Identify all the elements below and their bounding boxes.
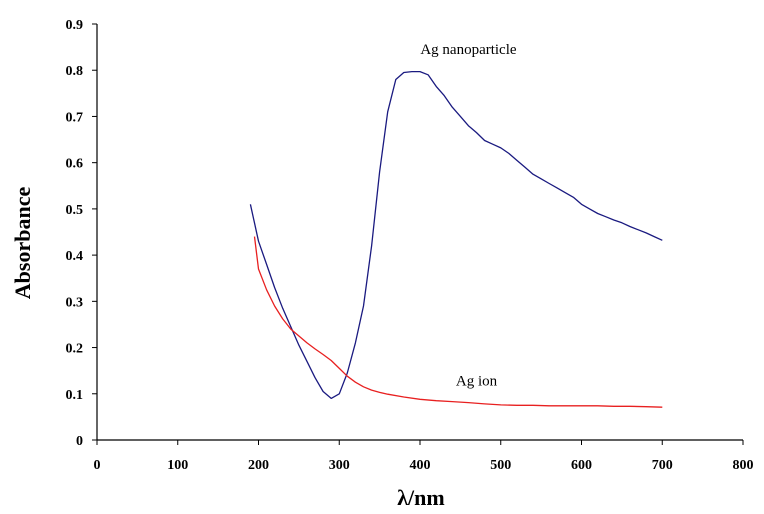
x-tick-label: 400 (410, 458, 431, 473)
x-tick-label: 500 (490, 458, 511, 473)
x-tick-label: 0 (94, 458, 101, 473)
y-tick-label: 0.8 (66, 64, 84, 79)
y-tick-label: 0.9 (66, 18, 84, 33)
y-axis-title: Absorbance (10, 187, 35, 300)
axes: 0 0.1 0.2 0.3 0.4 0.5 0.6 0.7 0.8 0.9 0 100 200 300 40… (66, 18, 754, 473)
x-tick-label: 600 (571, 458, 592, 473)
x-tick-label: 800 (733, 458, 754, 473)
x-tick-label: 200 (248, 458, 269, 473)
x-axis-title: λ/nm (397, 485, 444, 510)
annotation-ag-ion: Ag ion (456, 373, 498, 389)
series-layer (249, 70, 663, 408)
series-line-ag-nanoparticle (249, 70, 663, 400)
series-line-ag-ion (253, 236, 663, 408)
y-tick-label: 0.6 (66, 157, 84, 172)
annotations: Ag nanoparticle Ag ion (420, 42, 517, 389)
y-tick-label: 0.3 (66, 295, 84, 310)
y-tick-label: 0.4 (66, 249, 84, 264)
y-tick-label: 0 (76, 434, 83, 449)
y-tick-label: 0.1 (66, 388, 84, 403)
x-tick-label: 100 (167, 458, 188, 473)
x-tick-label: 700 (652, 458, 673, 473)
y-tick-label: 0.7 (66, 110, 84, 125)
annotation-ag-nanoparticle: Ag nanoparticle (420, 42, 517, 58)
x-tick-label: 300 (329, 458, 350, 473)
y-tick-label: 0.5 (66, 203, 84, 218)
y-tick-label: 0.2 (66, 342, 84, 357)
